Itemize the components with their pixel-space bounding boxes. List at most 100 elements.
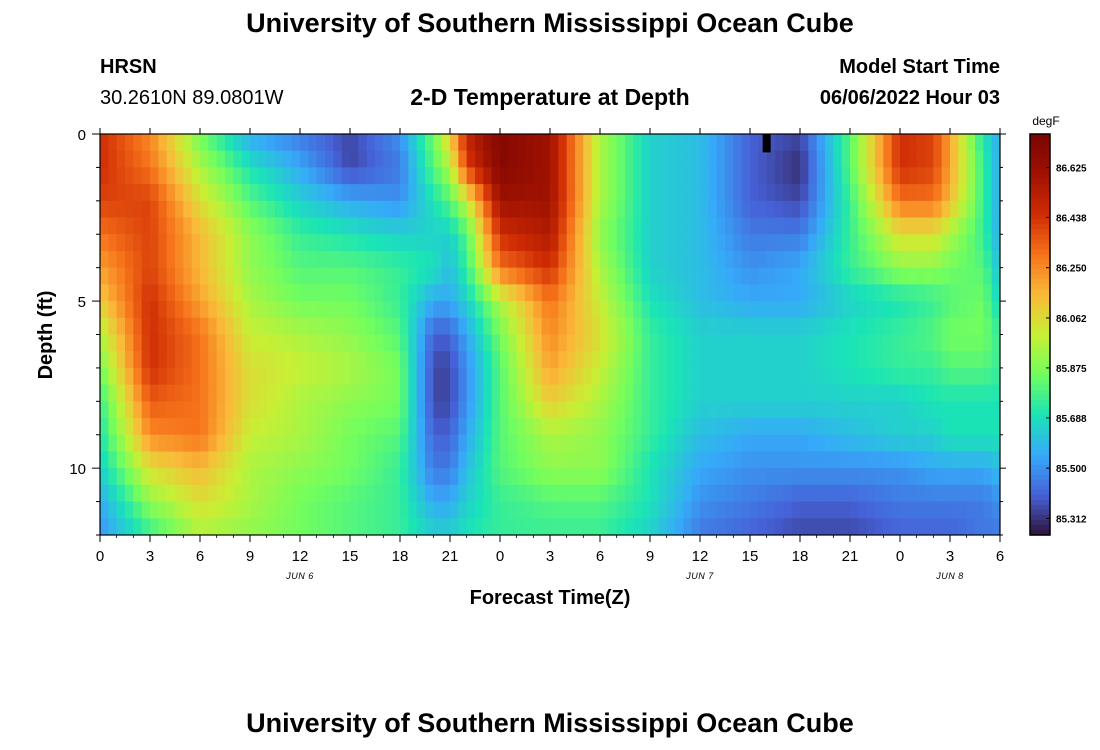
heatmap-cell [450,184,459,202]
heatmap-cell [366,150,376,169]
heatmap-cell [233,184,243,202]
heatmap-cell [725,267,734,285]
heatmap-cell [825,200,834,219]
heatmap-cell [441,317,451,336]
heatmap-cell [500,184,509,202]
colorbar-segment [1030,419,1050,426]
heatmap-cell [208,250,218,269]
heatmap-cell [175,267,184,285]
heatmap-cell [716,451,726,469]
heatmap-cell [150,367,159,386]
heatmap-cell [733,518,743,535]
heatmap-cell [825,468,834,486]
heatmap-cell [133,501,143,519]
heatmap-cell [641,484,651,503]
heatmap-cell [691,234,701,252]
heatmap-cell [708,150,718,169]
heatmap-cell [866,501,876,519]
heatmap-cell [250,501,259,519]
heatmap-cell [666,501,676,519]
heatmap-cell [991,418,1000,436]
heatmap-cell [550,501,559,519]
heatmap-cell [391,217,401,235]
heatmap-cell [558,317,568,336]
heatmap-cell [875,167,884,185]
heatmap-cell [641,184,651,202]
heatmap-cell [833,234,843,252]
heatmap-cell [300,217,309,235]
heatmap-cell [216,451,226,469]
heatmap-cell [533,434,543,453]
heatmap-cell [191,401,201,419]
heatmap-cell [883,484,893,503]
heatmap-cell [166,234,176,252]
heatmap-cell [200,301,209,319]
heatmap-cell [775,434,784,453]
y-tick-label: 0 [78,127,86,144]
heatmap-cell [525,234,534,252]
heatmap-cell [175,200,184,219]
heatmap-cell [391,267,401,285]
heatmap-cell [158,501,168,519]
heatmap-cell [841,267,851,285]
date-label: JUN 8 [935,571,964,581]
heatmap-cell [716,367,726,386]
heatmap-cell [825,217,834,235]
heatmap-cell [283,301,293,319]
heatmap-cell [400,134,409,152]
heatmap-cell [558,200,568,219]
colorbar-segment [1030,429,1050,436]
heatmap-cell [591,167,601,185]
heatmap-cell [900,184,909,202]
heatmap-cell [800,200,809,219]
heatmap-cell [916,334,926,352]
heatmap-cell [325,501,334,519]
heatmap-cell [966,284,976,302]
heatmap-cell [941,250,951,269]
heatmap-cell [808,250,818,269]
heatmap-cell [991,184,1000,202]
heatmap-cell [633,301,643,319]
heatmap-cell [866,367,876,386]
heatmap-cell [325,167,334,185]
heatmap-cell [741,451,751,469]
heatmap-cell [558,384,568,402]
heatmap-cell [391,184,401,202]
heatmap-cell [641,401,651,419]
heatmap-cell [166,367,176,386]
heatmap-cell [925,167,934,185]
heatmap-cell [108,334,118,352]
heatmap-cell [258,167,268,185]
heatmap-cell [541,418,551,436]
heatmap-cell [983,451,993,469]
colorbar-segment [1030,189,1050,195]
heatmap-cell [983,301,993,319]
heatmap-cell [533,384,543,402]
heatmap-cell [716,234,726,252]
heatmap-cell [891,267,901,285]
heatmap-cell [558,284,568,302]
colorbar-segment [1030,184,1050,190]
heatmap-cell [716,200,726,219]
heatmap-cell [466,451,476,469]
heatmap-cell [566,401,576,419]
heatmap-cell [150,434,159,453]
heatmap-cell [633,451,643,469]
heatmap-cell [841,184,851,202]
colorbar-segment [1030,459,1050,466]
heatmap-cell [475,250,484,269]
heatmap-cell [475,317,484,336]
heatmap-cell [250,518,259,535]
heatmap-cell [908,384,918,402]
heatmap-cell [575,367,584,386]
heatmap-cell [966,384,976,402]
heatmap-cell [950,384,959,402]
heatmap-cell [541,234,551,252]
x-tick-label: 3 [146,548,154,565]
heatmap-cell [325,317,334,336]
heatmap-cell [683,334,693,352]
heatmap-cell [758,234,768,252]
heatmap-cell [625,351,634,369]
heatmap-cell [391,401,401,419]
